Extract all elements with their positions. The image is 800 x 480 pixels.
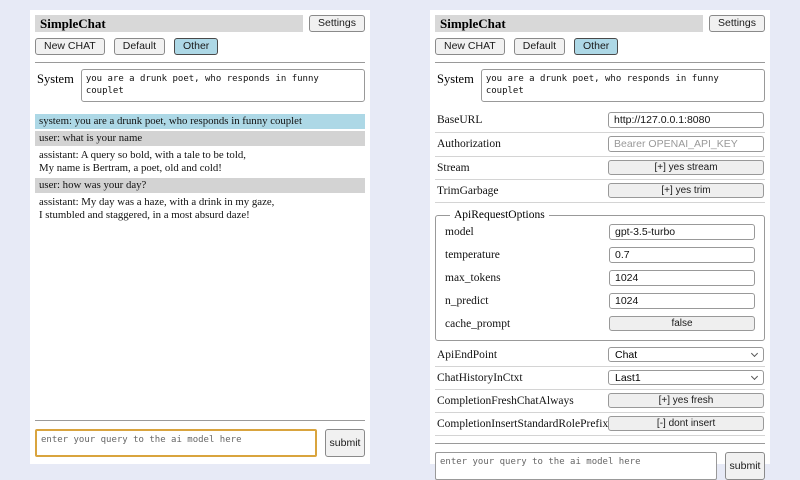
api-endpoint-selected-value: Chat [615, 348, 638, 361]
setting-row-api-endpoint: ApiEndPoint Chat [435, 344, 765, 367]
submit-button[interactable]: submit [725, 452, 765, 480]
chat-message-list: system: you are a drunk poet, who respon… [35, 114, 365, 413]
chat-message-system: system: you are a drunk poet, who respon… [35, 114, 365, 129]
authorization-input[interactable] [608, 136, 764, 152]
n-predict-label: n_predict [445, 295, 489, 307]
header-row: SimpleChat Settings [35, 15, 365, 32]
setting-row-completion-fresh-chat-always: CompletionFreshChatAlways [+] yes fresh [435, 390, 765, 413]
api-request-options-legend: ApiRequestOptions [454, 209, 545, 221]
max-tokens-label: max_tokens [445, 272, 501, 284]
completion-insert-role-prefix-toggle-button[interactable]: [-] dont insert [608, 416, 764, 431]
session-tab-other[interactable]: Other [574, 38, 619, 55]
query-row: submit [435, 452, 765, 480]
system-prompt-input[interactable]: you are a drunk poet, who responds in fu… [80, 69, 365, 102]
session-tab-other[interactable]: Other [174, 38, 219, 55]
completion-insert-standard-role-prefix-label: CompletionInsertStandardRolePrefix [437, 417, 609, 430]
query-row: submit [35, 429, 365, 457]
system-prompt-label: System [437, 72, 474, 86]
n-predict-input[interactable] [609, 293, 755, 309]
cache-prompt-label: cache_prompt [445, 317, 511, 330]
header-row: SimpleChat Settings [435, 15, 765, 32]
divider [435, 62, 765, 63]
session-tab-default[interactable]: Default [513, 38, 566, 55]
model-label: model [445, 226, 474, 238]
new-chat-button[interactable]: New CHAT [35, 38, 105, 55]
cache-prompt-toggle-button[interactable]: false [609, 316, 755, 331]
chat-history-in-ctxt-label: ChatHistoryInCtxt [437, 371, 523, 384]
chevron-down-icon [750, 349, 759, 357]
system-prompt-label: System [37, 72, 74, 86]
setting-row-max-tokens: max_tokens [445, 267, 755, 290]
trim-garbage-toggle-button[interactable]: [+] yes trim [608, 183, 764, 198]
completion-fresh-chat-toggle-button[interactable]: [+] yes fresh [608, 393, 764, 408]
max-tokens-input[interactable] [609, 270, 755, 286]
setting-row-chat-history-in-ctxt: ChatHistoryInCtxt Last1 [435, 367, 765, 390]
setting-row-completion-insert-standard-role-prefix: CompletionInsertStandardRolePrefix [-] d… [435, 413, 765, 436]
chat-history-selected-value: Last1 [615, 371, 641, 384]
session-toolbar: New CHAT Default Other [435, 38, 765, 55]
setting-row-cache-prompt: cache_prompt false [445, 313, 755, 335]
completion-fresh-chat-always-label: CompletionFreshChatAlways [437, 394, 574, 407]
authorization-label: Authorization [437, 138, 501, 150]
trim-garbage-label: TrimGarbage [437, 184, 499, 197]
system-prompt-input[interactable]: you are a drunk poet, who responds in fu… [480, 69, 765, 102]
chat-message-assistant: assistant: My day was a haze, with a dri… [39, 196, 275, 221]
setting-row-model: model [445, 221, 755, 244]
settings-panel: SimpleChat Settings New CHAT Default Oth… [430, 10, 770, 480]
session-tab-default[interactable]: Default [113, 38, 166, 55]
temperature-input[interactable] [609, 247, 755, 263]
setting-row-stream: Stream [+] yes stream [435, 157, 765, 180]
system-prompt-row: System you are a drunk poet, who respond… [37, 69, 365, 102]
api-request-options-fieldset: ApiRequestOptions model temperature max_… [435, 209, 765, 341]
new-chat-button[interactable]: New CHAT [435, 38, 505, 55]
chat-history-in-ctxt-select[interactable]: Last1 [608, 370, 764, 385]
app-title: SimpleChat [435, 15, 704, 32]
chevron-down-icon [750, 372, 759, 380]
system-prompt-row: System you are a drunk poet, who respond… [437, 69, 765, 102]
base-url-input[interactable] [608, 112, 764, 128]
settings-button[interactable]: Settings [709, 15, 765, 32]
settings-list: BaseURL Authorization Stream [+] yes str… [435, 109, 765, 436]
app-title: SimpleChat [35, 15, 304, 32]
setting-row-trimgarbage: TrimGarbage [+] yes trim [435, 180, 765, 203]
setting-row-n-predict: n_predict [445, 290, 755, 313]
divider [35, 420, 365, 421]
chat-message-assistant: assistant: A query so bold, with a tale … [39, 149, 246, 174]
setting-row-baseurl: BaseURL [435, 109, 765, 133]
stream-label: Stream [437, 161, 470, 174]
settings-button[interactable]: Settings [309, 15, 365, 32]
temperature-label: temperature [445, 249, 500, 261]
session-toolbar: New CHAT Default Other [35, 38, 365, 55]
chat-message-user: user: what is your name [35, 131, 365, 146]
query-input[interactable] [435, 452, 717, 480]
api-endpoint-label: ApiEndPoint [437, 348, 498, 361]
divider [435, 443, 765, 444]
stream-toggle-button[interactable]: [+] yes stream [608, 160, 764, 175]
chat-message-user: user: how was your day? [35, 178, 365, 193]
setting-row-authorization: Authorization [435, 133, 765, 157]
chat-panel: SimpleChat Settings New CHAT Default Oth… [30, 10, 370, 464]
submit-button[interactable]: submit [325, 429, 365, 457]
api-endpoint-select[interactable]: Chat [608, 347, 764, 362]
divider [35, 62, 365, 63]
setting-row-temperature: temperature [445, 244, 755, 267]
model-input[interactable] [609, 224, 755, 240]
base-url-label: BaseURL [437, 114, 483, 126]
query-input[interactable] [35, 429, 317, 457]
